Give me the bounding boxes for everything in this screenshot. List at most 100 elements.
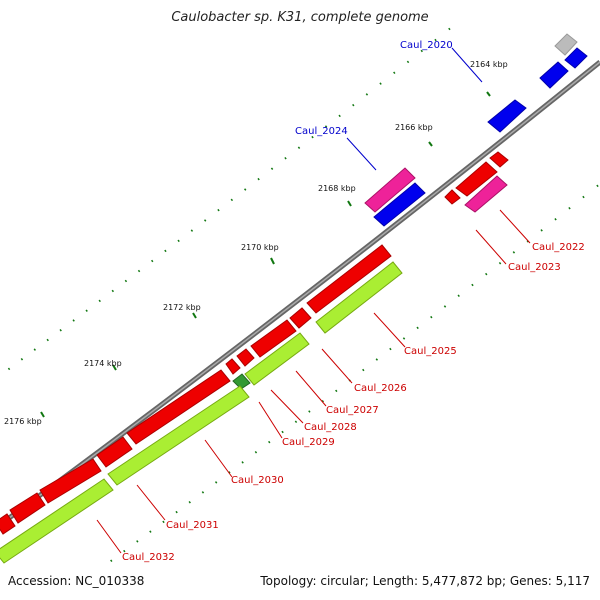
tick-2168: 2168 kbp	[318, 184, 356, 207]
gene-labels: Caul_2020 Caul_2024 Caul_2022 Caul_2023 …	[122, 40, 585, 563]
tick-label-2176: 2176 kbp	[4, 417, 42, 426]
tick-2170: 2170 kbp	[241, 243, 279, 265]
tick-dot	[217, 208, 220, 212]
gene-caul-2025[interactable]	[315, 261, 403, 334]
tick-dot	[281, 430, 284, 434]
tick-dot	[297, 146, 301, 149]
tick-dot	[137, 269, 141, 273]
tick-dot	[33, 348, 36, 351]
gene-label-caul-2022[interactable]: Caul_2022	[532, 242, 585, 253]
gene-caul-2028[interactable]	[236, 348, 255, 367]
tick-dot	[568, 206, 571, 210]
tick-dot	[420, 49, 423, 53]
tick-dot	[389, 347, 392, 351]
tick-dot	[498, 261, 502, 265]
tick-dot	[365, 93, 369, 96]
gene-blue-2164[interactable]	[487, 99, 527, 133]
tick-dot	[214, 481, 218, 484]
gene-grey-arrow[interactable]	[554, 33, 578, 56]
tick-dot	[338, 114, 341, 118]
gene-label-caul-2031[interactable]: Caul_2031	[166, 520, 219, 531]
tick-dot	[190, 229, 194, 232]
genome-info-text: Topology: circular; Length: 5,477,872 bp…	[260, 574, 590, 588]
gene-caul-2027[interactable]	[250, 319, 297, 358]
gene-green-2032[interactable]	[0, 478, 114, 564]
tick-dot	[554, 218, 557, 221]
tick-dot	[284, 156, 287, 160]
gene-label-caul-2024[interactable]: Caul_2024	[295, 126, 348, 137]
tick-dot	[485, 272, 488, 276]
tick-dot	[375, 358, 379, 361]
tick-dot	[540, 229, 543, 232]
tick-label-2166: 2166 kbp	[395, 123, 433, 132]
gene-caul-2031[interactable]	[96, 436, 133, 468]
tick-dot	[416, 326, 419, 330]
gene-label-caul-2020[interactable]: Caul_2020	[400, 40, 453, 51]
gene-red-left-a[interactable]	[9, 492, 46, 524]
tick-dot	[244, 188, 247, 191]
tick-dot	[324, 125, 328, 128]
gene-red-2166[interactable]	[455, 161, 498, 197]
gene-label-caul-2030[interactable]: Caul_2030	[231, 475, 284, 486]
gene-caul-2022[interactable]	[464, 175, 508, 213]
gene-label-caul-2029[interactable]: Caul_2029	[282, 437, 335, 448]
tick-2174: 2174 kbp	[84, 359, 122, 371]
tick-dot	[241, 461, 244, 464]
gene-caul-2026[interactable]	[289, 307, 312, 329]
tick-dot	[7, 367, 11, 371]
gene-green-2027[interactable]	[244, 332, 310, 386]
gene-caul-2022-small[interactable]	[489, 151, 509, 168]
tick-label-2174: 2174 kbp	[84, 359, 122, 368]
tick-2166: 2166 kbp	[395, 123, 433, 147]
tick-dot	[512, 251, 516, 254]
gene-green-dark[interactable]	[232, 373, 251, 390]
gene-label-caul-2032[interactable]: Caul_2032	[122, 552, 175, 563]
tick-dot	[582, 195, 585, 199]
tick-dot	[149, 530, 152, 533]
tick-dot	[393, 71, 396, 75]
gene-caul-2029[interactable]	[225, 358, 241, 375]
tick-dot	[111, 289, 115, 293]
tick-dot	[362, 368, 365, 372]
tick-dot	[162, 520, 165, 524]
tick-track	[7, 27, 599, 562]
gene-blue-2168[interactable]	[373, 182, 426, 227]
tick-dot	[136, 540, 139, 543]
gene-label-caul-2027[interactable]: Caul_2027	[326, 405, 379, 416]
gene-label-caul-2025[interactable]: Caul_2025	[404, 346, 457, 357]
tick-dot	[188, 500, 191, 504]
gene-caul-2024[interactable]	[364, 167, 416, 213]
tick-dot	[177, 239, 180, 243]
tick-dot	[448, 27, 451, 31]
gene-caul-2030[interactable]	[126, 369, 231, 445]
tick-dot	[257, 177, 260, 181]
gene-red-left-b[interactable]	[0, 513, 16, 535]
tick-2164: 2164 kbp	[470, 60, 508, 97]
tick-dot	[85, 309, 88, 312]
tick-dot	[443, 305, 447, 308]
tick-dot	[406, 60, 410, 64]
tick-dot	[110, 559, 113, 562]
gene-caul-2020-upper[interactable]	[564, 47, 588, 69]
tick-dot	[123, 549, 126, 553]
tick-dot	[311, 135, 314, 139]
scale-ticks: 2164 kbp 2166 kbp 2168 kbp 2170 kbp 2172…	[4, 60, 508, 426]
tick-2172: 2172 kbp	[163, 303, 201, 319]
genes	[0, 33, 588, 564]
tick-dot	[268, 440, 271, 444]
tick-label-2168: 2168 kbp	[318, 184, 356, 193]
tick-dot	[308, 410, 311, 413]
gene-label-caul-2028[interactable]: Caul_2028	[304, 422, 357, 433]
gene-caul-2032-red[interactable]	[39, 458, 102, 504]
tick-dot	[151, 259, 154, 263]
tick-dot	[164, 249, 167, 253]
gene-label-caul-2026[interactable]: Caul_2026	[354, 383, 407, 394]
gene-caul-2023[interactable]	[444, 189, 461, 205]
gene-caul-2025-red[interactable]	[306, 244, 392, 314]
gene-label-caul-2023[interactable]: Caul_2023	[508, 262, 561, 273]
gene-caul-2020[interactable]	[539, 61, 569, 89]
tick-label-2170: 2170 kbp	[241, 243, 279, 252]
gene-green-2030[interactable]	[107, 385, 250, 486]
tick-dot	[430, 315, 433, 319]
